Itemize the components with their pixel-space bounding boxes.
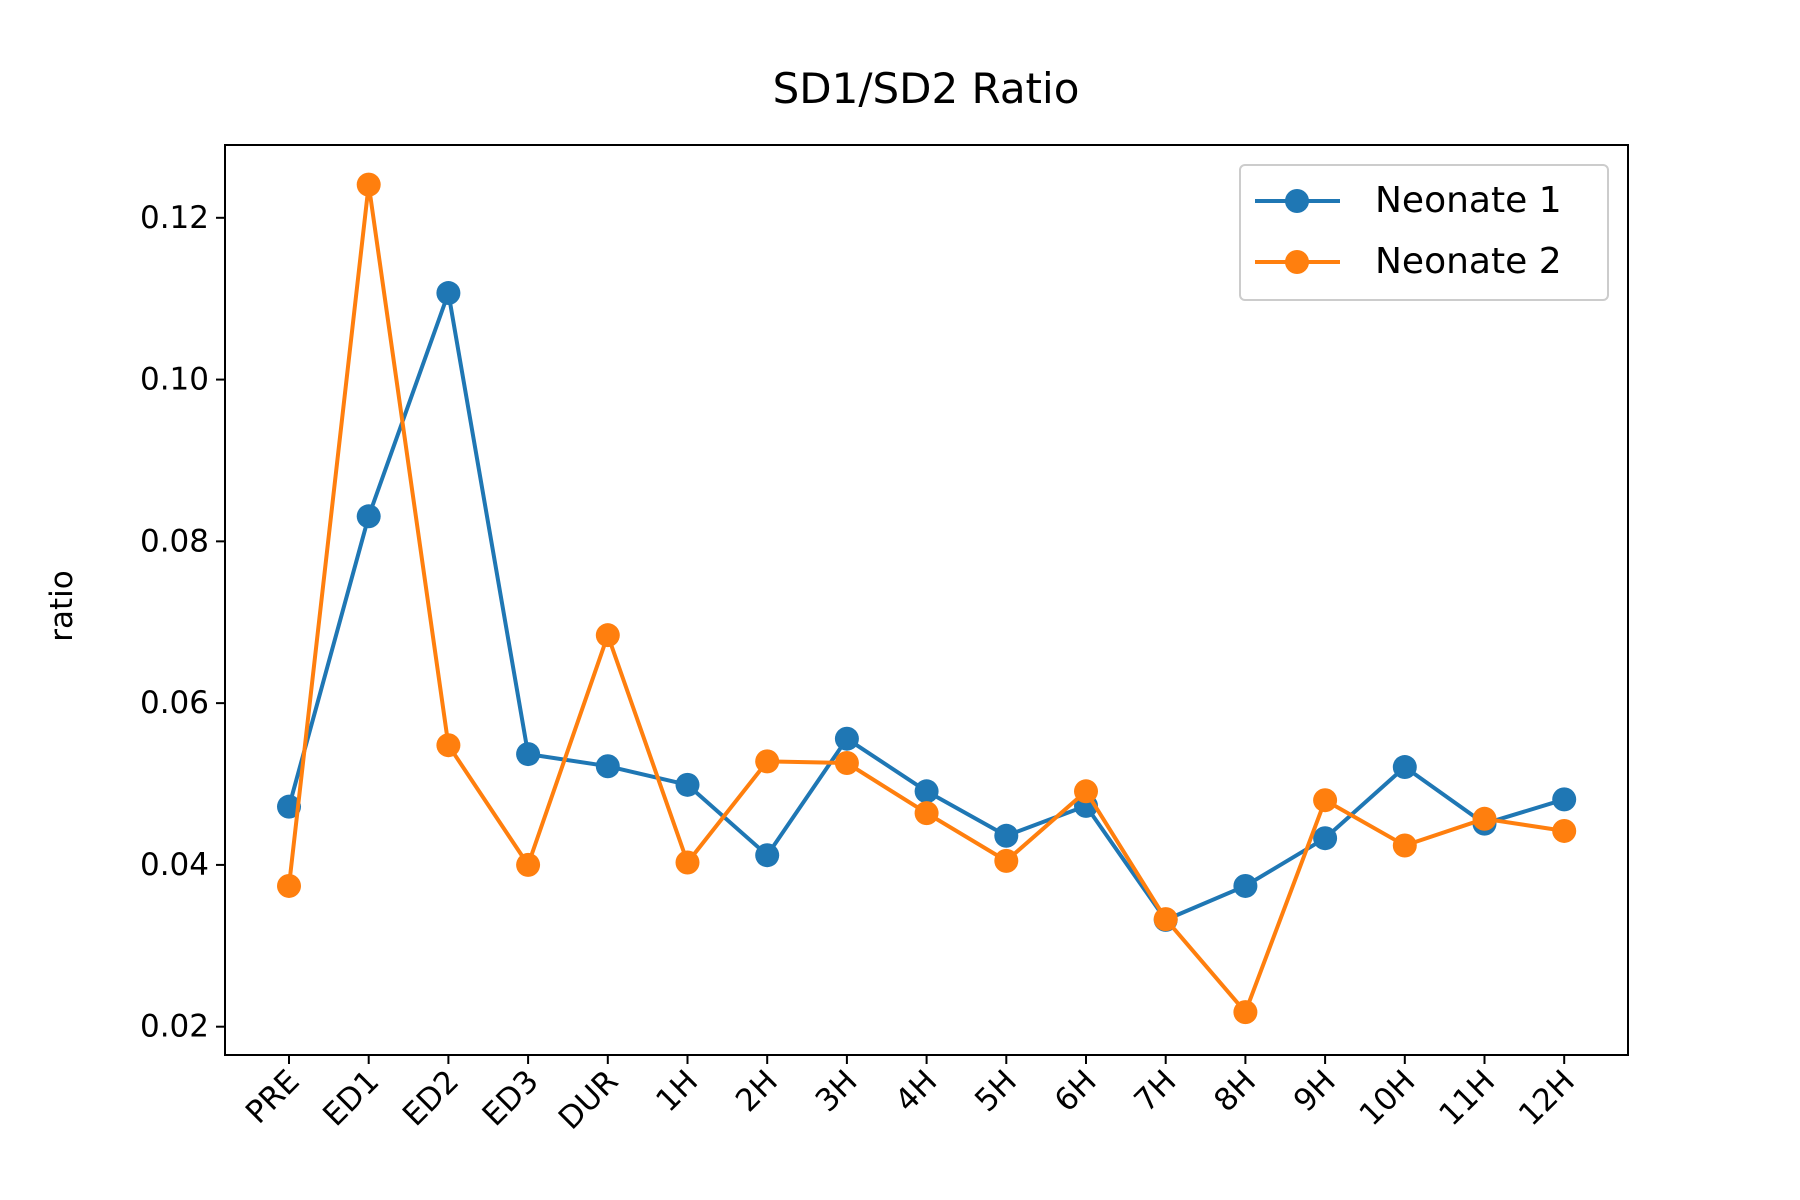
data-point xyxy=(1074,779,1098,804)
x-tick-label: 9H xyxy=(1287,1063,1343,1119)
data-point xyxy=(1233,1000,1258,1025)
x-tick-label: 3H xyxy=(809,1063,865,1119)
x-tick-label: ED2 xyxy=(396,1063,466,1133)
y-tick-label: 0.04 xyxy=(140,847,209,883)
data-point xyxy=(1472,806,1497,831)
legend-box xyxy=(1239,164,1609,301)
x-tick-label: PRE xyxy=(239,1063,307,1131)
y-tick-label: 0.06 xyxy=(140,685,209,721)
data-point xyxy=(994,823,1019,848)
x-tick-label: 8H xyxy=(1207,1063,1263,1119)
legend-label: Neonate 1 xyxy=(1375,180,1562,221)
data-point xyxy=(1392,833,1417,858)
data-point xyxy=(356,172,381,197)
data-point xyxy=(516,852,541,877)
legend-marker xyxy=(1285,189,1309,213)
data-point xyxy=(675,850,700,875)
y-tick-label: 0.02 xyxy=(140,1009,209,1045)
data-point xyxy=(834,726,859,751)
data-point xyxy=(914,801,939,826)
data-point xyxy=(755,843,780,868)
data-point xyxy=(675,772,700,797)
data-point xyxy=(914,779,939,804)
chart-title: SD1/SD2 Ratio xyxy=(773,64,1080,113)
x-tick-label: 6H xyxy=(1048,1063,1104,1119)
data-point xyxy=(595,623,620,648)
legend-label: Neonate 2 xyxy=(1375,241,1562,282)
data-point xyxy=(1313,826,1338,851)
series-line xyxy=(287,182,1565,1015)
legend: Neonate 1 Neonate 2 xyxy=(1239,164,1609,301)
x-tick-label: 5H xyxy=(968,1063,1024,1119)
y-tick-label: 0.10 xyxy=(140,362,209,398)
x-tick-label: 1H xyxy=(649,1063,705,1119)
data-point xyxy=(436,733,461,758)
data-point xyxy=(1153,907,1178,932)
data-point xyxy=(1392,755,1417,780)
y-tick-label: 0.12 xyxy=(140,200,209,236)
x-tick-label: 11H xyxy=(1432,1063,1502,1133)
x-tick-label: 4H xyxy=(888,1063,944,1119)
data-point xyxy=(356,504,381,529)
data-point xyxy=(1552,818,1577,843)
x-tick-label: 7H xyxy=(1127,1063,1183,1119)
x-tick-label: 10H xyxy=(1353,1063,1423,1133)
legend-marker xyxy=(1285,250,1309,274)
x-tick-label: 2H xyxy=(729,1063,785,1119)
x-tick-label: DUR xyxy=(552,1063,626,1137)
data-point xyxy=(1313,788,1338,813)
data-point xyxy=(1552,787,1577,812)
x-tick-label: ED3 xyxy=(476,1063,546,1133)
data-point xyxy=(436,281,461,306)
x-tick-label: 12H xyxy=(1512,1063,1582,1133)
y-tick-label: 0.08 xyxy=(140,523,209,559)
data-point xyxy=(755,749,780,774)
data-point xyxy=(595,754,620,779)
data-point xyxy=(834,750,859,775)
data-point xyxy=(1233,873,1258,898)
y-axis-label: ratio xyxy=(44,570,80,641)
data-point xyxy=(516,742,541,767)
data-point xyxy=(994,848,1019,873)
data-point xyxy=(277,873,301,898)
data-point xyxy=(277,794,301,819)
x-tick-label: ED1 xyxy=(316,1063,386,1133)
